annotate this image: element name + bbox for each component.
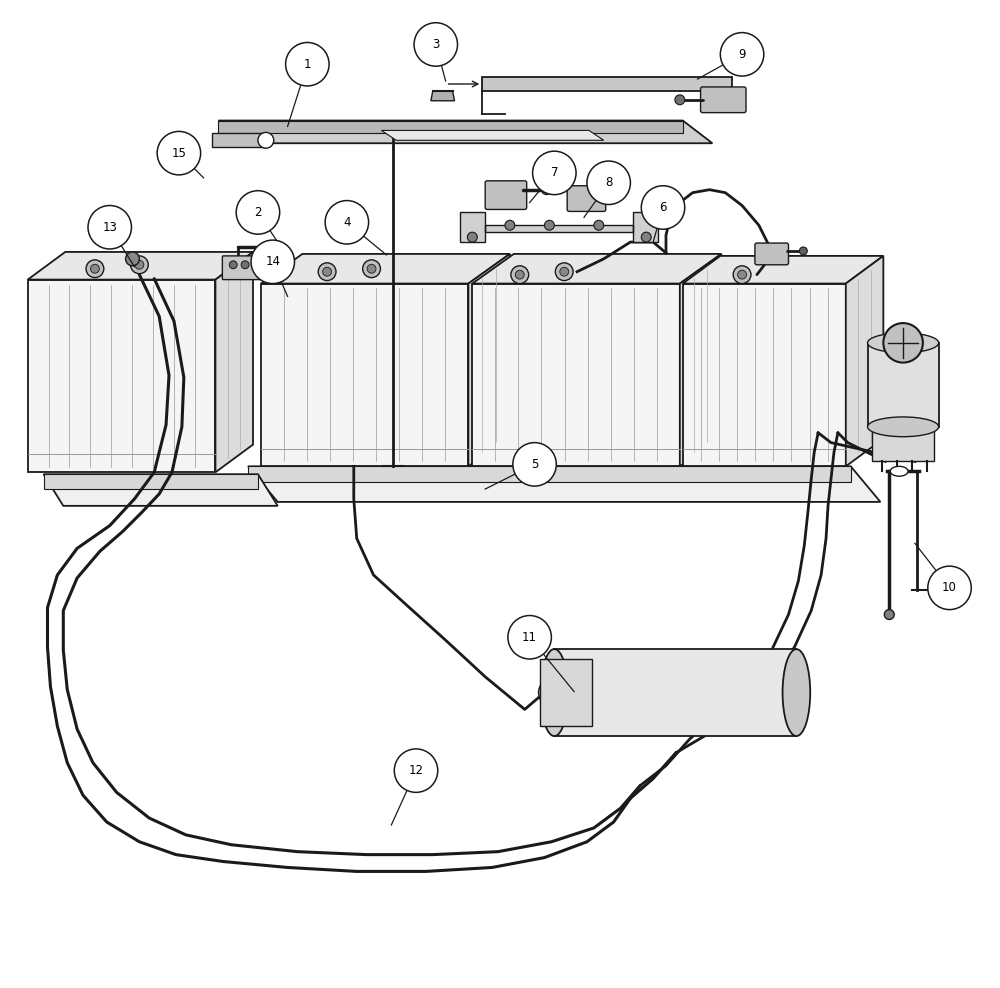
- Circle shape: [157, 131, 201, 175]
- Text: 3: 3: [432, 38, 439, 51]
- Polygon shape: [261, 284, 468, 466]
- Circle shape: [236, 191, 280, 234]
- Text: 13: 13: [102, 220, 117, 234]
- Text: 5: 5: [531, 457, 538, 471]
- Text: 12: 12: [409, 764, 424, 778]
- Circle shape: [253, 261, 261, 269]
- Circle shape: [323, 268, 332, 277]
- FancyBboxPatch shape: [755, 243, 788, 265]
- Circle shape: [675, 95, 685, 105]
- Polygon shape: [218, 121, 683, 133]
- Circle shape: [258, 132, 274, 148]
- Polygon shape: [248, 466, 880, 502]
- Circle shape: [555, 263, 573, 281]
- Circle shape: [533, 151, 576, 195]
- Circle shape: [511, 266, 529, 284]
- Polygon shape: [381, 130, 604, 140]
- Circle shape: [544, 220, 554, 230]
- Circle shape: [513, 443, 556, 486]
- Polygon shape: [28, 280, 215, 472]
- Circle shape: [286, 42, 329, 86]
- Circle shape: [541, 185, 551, 195]
- Polygon shape: [44, 474, 258, 489]
- Ellipse shape: [890, 466, 908, 476]
- Polygon shape: [680, 254, 721, 466]
- Circle shape: [799, 247, 807, 255]
- Circle shape: [738, 270, 747, 280]
- Polygon shape: [683, 284, 846, 466]
- Circle shape: [508, 616, 551, 659]
- Polygon shape: [683, 256, 883, 284]
- Text: 8: 8: [605, 176, 612, 190]
- Circle shape: [539, 679, 566, 706]
- Text: 4: 4: [343, 215, 351, 229]
- Circle shape: [130, 256, 148, 274]
- Polygon shape: [215, 252, 253, 472]
- FancyBboxPatch shape: [567, 186, 606, 211]
- Polygon shape: [554, 649, 796, 736]
- Polygon shape: [431, 91, 455, 101]
- Polygon shape: [248, 466, 851, 482]
- Polygon shape: [460, 212, 658, 242]
- Circle shape: [587, 161, 630, 205]
- Circle shape: [318, 263, 336, 281]
- Circle shape: [363, 260, 380, 278]
- Text: 7: 7: [551, 166, 558, 180]
- Circle shape: [86, 260, 104, 278]
- Text: 1: 1: [304, 57, 311, 71]
- Polygon shape: [472, 254, 721, 284]
- Circle shape: [928, 566, 971, 610]
- Text: 10: 10: [942, 581, 957, 595]
- Polygon shape: [218, 121, 712, 143]
- Text: 15: 15: [171, 146, 186, 160]
- FancyBboxPatch shape: [485, 181, 527, 209]
- Polygon shape: [868, 343, 939, 427]
- Circle shape: [394, 749, 438, 792]
- Ellipse shape: [868, 333, 939, 353]
- Polygon shape: [482, 77, 732, 91]
- Polygon shape: [261, 254, 510, 284]
- Circle shape: [615, 191, 623, 199]
- Polygon shape: [540, 659, 592, 726]
- FancyBboxPatch shape: [701, 87, 746, 113]
- Circle shape: [467, 232, 477, 242]
- Circle shape: [594, 220, 604, 230]
- Circle shape: [641, 186, 685, 229]
- Polygon shape: [44, 474, 278, 506]
- Polygon shape: [472, 284, 680, 466]
- Circle shape: [251, 240, 294, 284]
- Polygon shape: [28, 252, 253, 280]
- Circle shape: [884, 610, 894, 619]
- Circle shape: [229, 261, 237, 269]
- Ellipse shape: [868, 417, 939, 437]
- Circle shape: [733, 266, 751, 284]
- Circle shape: [88, 206, 131, 249]
- Ellipse shape: [541, 649, 568, 736]
- Polygon shape: [872, 427, 934, 461]
- Circle shape: [515, 270, 524, 280]
- Text: 6: 6: [659, 201, 667, 214]
- Circle shape: [505, 220, 515, 230]
- Polygon shape: [212, 133, 266, 147]
- Circle shape: [641, 232, 651, 242]
- Circle shape: [560, 268, 569, 277]
- Ellipse shape: [783, 649, 810, 736]
- Text: 9: 9: [738, 47, 746, 61]
- Circle shape: [883, 323, 923, 363]
- Circle shape: [325, 201, 369, 244]
- Circle shape: [241, 261, 249, 269]
- Circle shape: [126, 252, 139, 266]
- Text: 14: 14: [265, 255, 280, 269]
- Polygon shape: [468, 254, 510, 466]
- Polygon shape: [846, 256, 883, 466]
- Circle shape: [90, 264, 99, 274]
- Circle shape: [135, 260, 144, 270]
- FancyBboxPatch shape: [222, 256, 268, 280]
- Circle shape: [414, 23, 458, 66]
- Text: 11: 11: [522, 630, 537, 644]
- Circle shape: [720, 33, 764, 76]
- Circle shape: [367, 264, 376, 274]
- Text: 2: 2: [254, 206, 262, 219]
